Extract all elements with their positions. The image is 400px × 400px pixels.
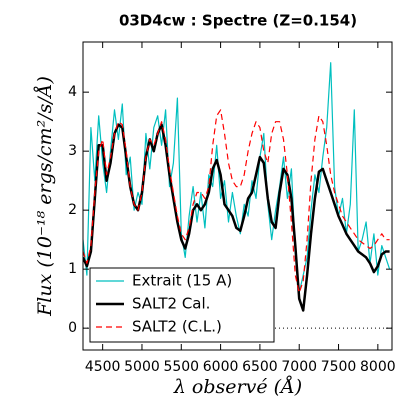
y-tick-label: 3 bbox=[68, 143, 77, 159]
series-line bbox=[83, 109, 390, 294]
plot-frame bbox=[82, 41, 393, 351]
y-tick-label: 2 bbox=[68, 202, 77, 218]
y-tick-label: 4 bbox=[68, 84, 77, 100]
x-axis-label: λ observé (Å) bbox=[173, 376, 302, 398]
x-tick-label: 8000 bbox=[360, 359, 396, 375]
x-tick-label: 5500 bbox=[163, 359, 199, 375]
y-tick-label: 1 bbox=[68, 261, 77, 277]
x-tick-label: 5000 bbox=[124, 359, 160, 375]
x-tick-label: 7500 bbox=[321, 359, 357, 375]
x-tick-label: 6500 bbox=[242, 359, 278, 375]
legend-label: SALT2 Cal. bbox=[132, 295, 210, 313]
x-tick-label: 7000 bbox=[281, 359, 317, 375]
y-axis-label: Flux (10⁻¹⁸ ergs/cm²/s/Å) bbox=[34, 76, 56, 317]
legend-label: Extrait (15 A) bbox=[132, 272, 232, 290]
legend-label: SALT2 (C.L.) bbox=[132, 318, 222, 336]
x-tick-label: 6000 bbox=[203, 359, 239, 375]
y-tick-label: 0 bbox=[68, 320, 77, 336]
x-tick-label: 4500 bbox=[85, 359, 121, 375]
chart-title: 03D4cw : Spectre (Z=0.154) bbox=[119, 12, 357, 30]
